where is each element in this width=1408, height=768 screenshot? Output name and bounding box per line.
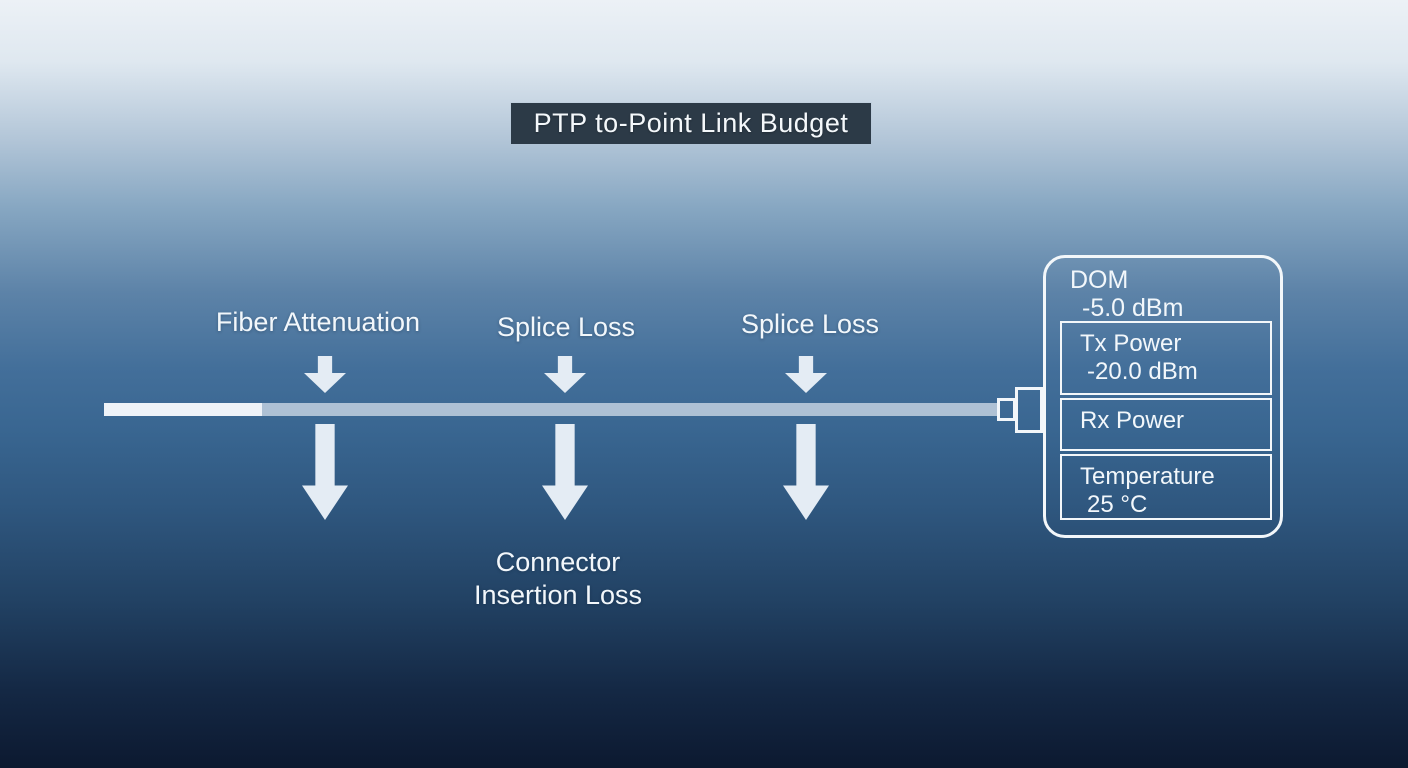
fiber-line-bright-segment xyxy=(104,403,262,416)
tx-power-value: -20.0 dBm xyxy=(1087,358,1198,385)
diagram-title: PTP to-Point Link Budget xyxy=(533,108,849,138)
connector-insertion-loss-line2: Insertion Loss xyxy=(473,580,643,610)
splice-loss-2-arrow-top-icon xyxy=(785,356,827,393)
temperature-label: Temperature xyxy=(1080,463,1215,490)
fiber-attenuation-label: Fiber Attenuation xyxy=(215,307,421,337)
rx-power-label: Rx Power xyxy=(1080,407,1185,434)
connector-insertion-loss-label: Connector Insertion Loss xyxy=(428,546,688,612)
splice-loss-1-arrow-bottom-icon xyxy=(542,424,588,520)
dom-panel-title: DOM xyxy=(1070,266,1129,294)
tx-power-field: Tx Power -20.0 dBm xyxy=(1060,321,1272,395)
splice-loss-2-label: Splice Loss xyxy=(740,309,880,339)
rx-power-field: Rx Power xyxy=(1060,398,1272,451)
diagram-title-box: PTP to-Point Link Budget xyxy=(511,103,871,144)
fiber-connector-body xyxy=(1015,387,1043,433)
splice-loss-2-arrow-bottom-icon xyxy=(783,424,829,520)
dom-panel-value: -5.0 dBm xyxy=(1082,294,1184,322)
tx-power-label: Tx Power xyxy=(1080,330,1182,357)
fiber-attenuation-arrow-bottom-icon xyxy=(302,424,348,520)
fiber-attenuation-arrow-top-icon xyxy=(304,356,346,393)
dom-panel: DOM -5.0 dBm Tx Power -20.0 dBm Rx Power… xyxy=(1043,255,1283,538)
connector-insertion-loss-line1: Connector xyxy=(495,547,621,577)
splice-loss-1-label: Splice Loss xyxy=(496,312,636,342)
splice-loss-1-arrow-top-icon xyxy=(544,356,586,393)
temperature-value: 25 °C xyxy=(1087,491,1148,518)
temperature-field: Temperature 25 °C xyxy=(1060,454,1272,520)
fiber-connector-ferrule xyxy=(997,398,1016,421)
fiber-line xyxy=(104,403,998,416)
